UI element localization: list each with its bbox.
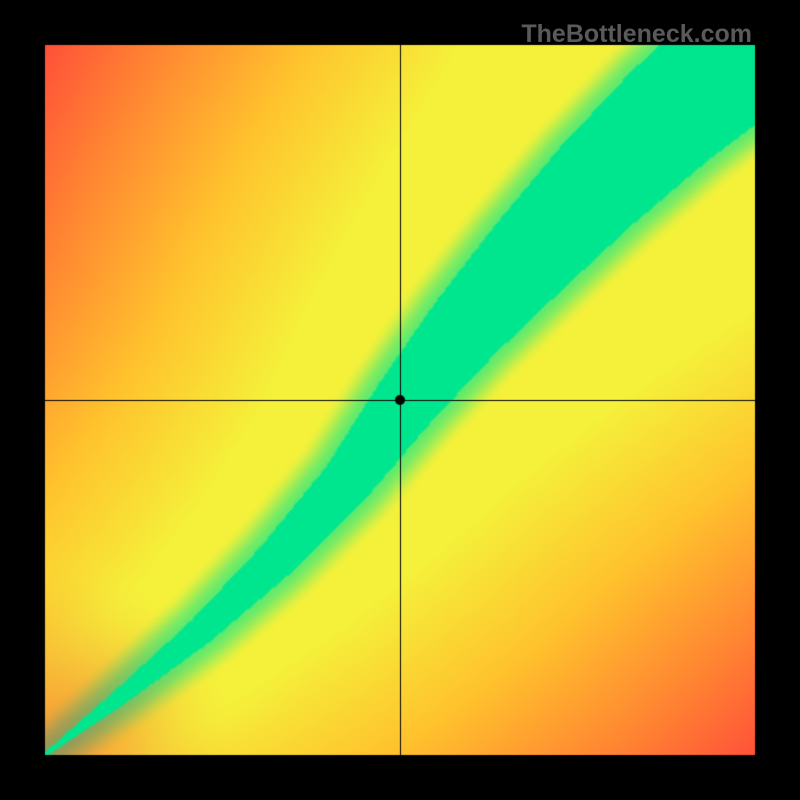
- watermark-text: TheBottleneck.com: [521, 20, 752, 49]
- bottleneck-heatmap: [0, 0, 800, 800]
- chart-root: { "chart": { "type": "heatmap", "canvas_…: [0, 0, 800, 800]
